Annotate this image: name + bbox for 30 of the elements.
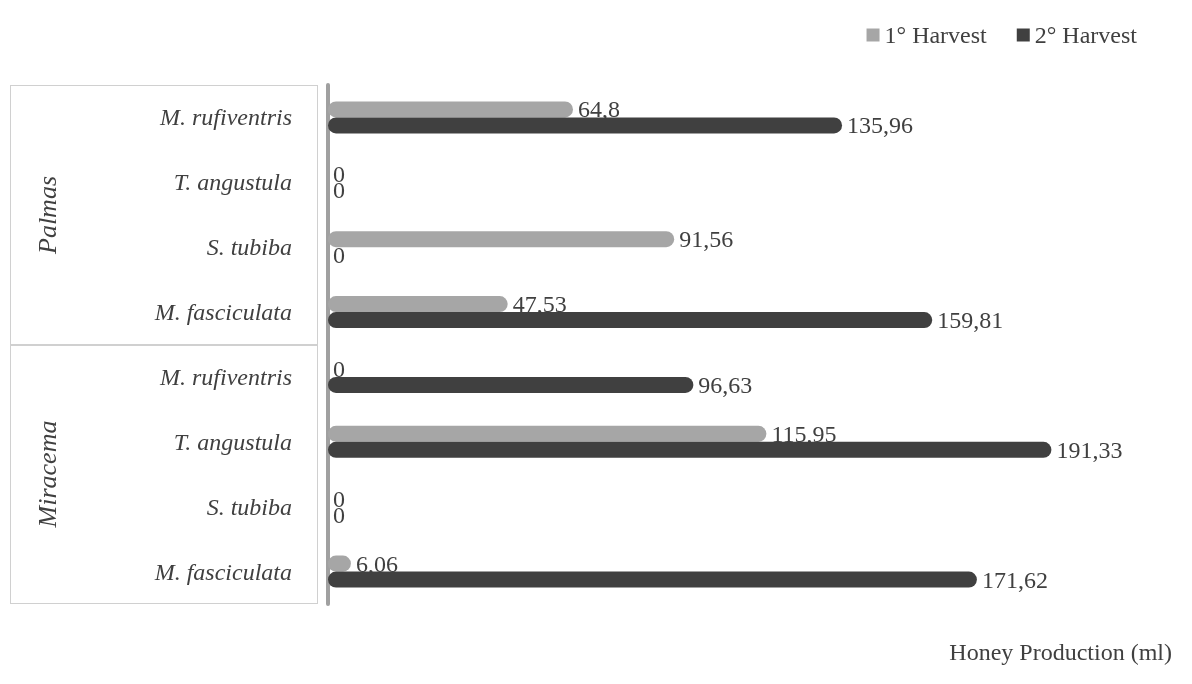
data-label: 47,53	[512, 291, 567, 318]
y-tick-label: M. rufiventris	[159, 363, 292, 390]
data-label: 64,8	[578, 96, 621, 123]
data-label: 115,95	[771, 420, 837, 447]
data-label: 191,33	[1056, 436, 1123, 463]
y-tick-label: S. tubiba	[206, 234, 292, 261]
y-tick-label: M. fasciculata	[153, 299, 292, 326]
data-label: 96,63	[698, 371, 753, 398]
y-tick-label: T. angustula	[173, 428, 292, 455]
y-tick-label: M. fasciculata	[153, 558, 292, 585]
data-label: 0	[333, 355, 345, 382]
data-label: 171,62	[981, 566, 1048, 593]
x-axis-title: Honey Production (ml)	[949, 639, 1173, 665]
data-label: 159,81	[937, 307, 1004, 334]
y-tick-label: T. angustula	[173, 169, 292, 196]
text: Miracema	[33, 420, 63, 528]
data-label: 135,96	[847, 112, 914, 139]
data-label: 6,06	[355, 550, 398, 577]
bar	[328, 117, 843, 134]
y-tick-label: M. rufiventris	[159, 104, 292, 131]
y-tick-label: S. tubiba	[206, 493, 292, 520]
legend-label: 1° Harvest	[884, 22, 988, 48]
data-label: 91,56	[679, 226, 734, 253]
bar	[328, 441, 1052, 458]
bar	[328, 376, 694, 393]
text: Palmas	[33, 175, 63, 254]
bar	[328, 571, 977, 588]
legend-label: 2° Harvest	[1034, 22, 1138, 48]
bar	[328, 312, 933, 329]
data-label: 0	[333, 242, 345, 269]
